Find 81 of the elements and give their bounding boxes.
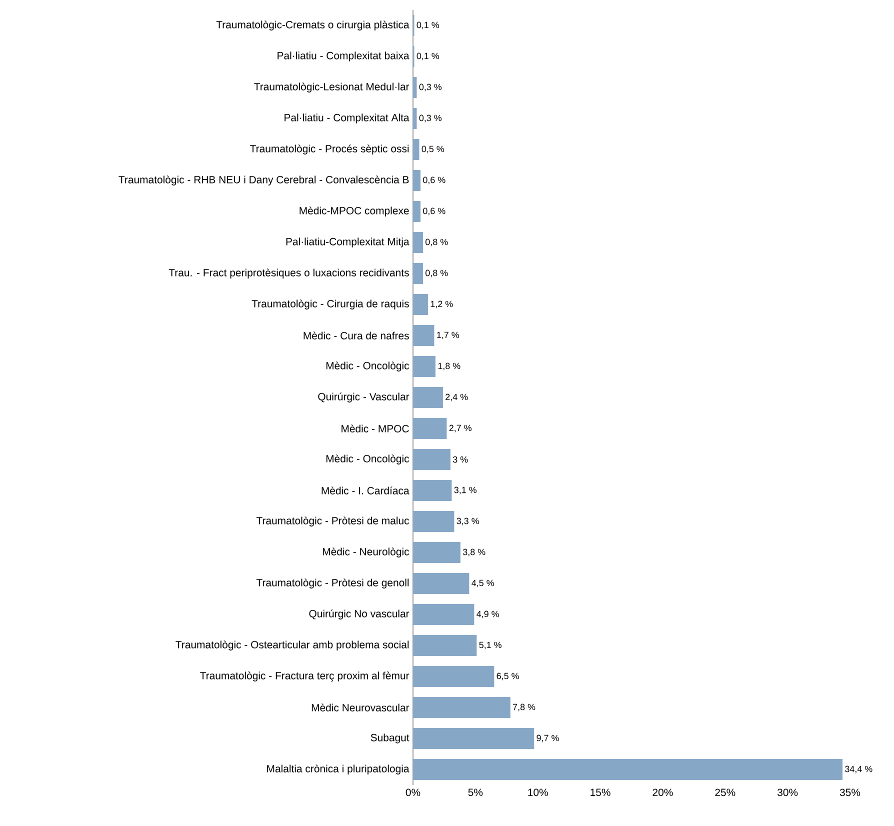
data-label: 9,7 % xyxy=(536,734,559,742)
data-label: 3,8 % xyxy=(462,548,486,556)
bar xyxy=(413,604,474,626)
y-tick-label: Trau. - Fract periprotèsiques o luxacions recidivants xyxy=(168,268,409,278)
x-tick-label: 35% xyxy=(840,788,860,796)
y-tick-label: Traumatològic - RHB NEU i Dany Cerebral - Convalescència B xyxy=(118,176,409,186)
bar xyxy=(413,232,423,254)
data-label: 0,3 % xyxy=(419,84,442,92)
bar xyxy=(413,449,450,470)
y-tick-label: Traumatològic - Pròtesi de maluc xyxy=(256,516,410,526)
bar xyxy=(413,139,420,160)
bar xyxy=(413,294,428,316)
y-tick-label: Quirúrgic - Vascular xyxy=(318,392,410,402)
data-label: 7,8 % xyxy=(513,704,536,712)
data-label: 3,1 % xyxy=(454,486,476,494)
x-tick-label: 5% xyxy=(468,788,483,796)
x-tick-label: 15% xyxy=(590,788,610,796)
bar xyxy=(413,542,460,564)
data-label: 1,2 % xyxy=(430,300,453,308)
y-tick-label: Mèdic - Neurològic xyxy=(322,548,410,558)
y-tick-label: Traumatològic - Ostearticular amb problema social xyxy=(176,640,409,650)
bar xyxy=(413,573,470,594)
y-tick-label: Traumatològic-Cremats o cirurgia plàstica xyxy=(216,20,410,30)
data-label: 0,3 % xyxy=(419,114,442,122)
data-label: 3,3 % xyxy=(456,518,479,526)
data-label: 34,4 % xyxy=(845,766,872,774)
bar xyxy=(413,511,454,532)
x-tick-label: 0% xyxy=(406,788,420,796)
bar xyxy=(413,325,434,346)
y-tick-label: Quirúrgic No vascular xyxy=(309,610,410,620)
bar xyxy=(413,77,417,98)
data-label: 5,1 % xyxy=(479,642,502,650)
data-label: 1,7 % xyxy=(437,332,460,340)
x-tick-label: 10% xyxy=(528,788,548,796)
y-tick-label: Malaltia crònica i pluripatologia xyxy=(267,764,410,774)
data-label: 2,7 % xyxy=(449,424,472,432)
data-label: 0,5 % xyxy=(422,146,444,154)
data-label: 0,6 % xyxy=(423,176,446,184)
bar xyxy=(413,666,494,688)
data-label: 4,9 % xyxy=(476,610,499,618)
y-tick-label: Subagut xyxy=(370,734,410,744)
y-tick-label: Mèdic-MPOC complexe xyxy=(300,206,409,216)
bar xyxy=(413,759,843,780)
y-tick-label: Pal·liatiu-Complexitat Mitja xyxy=(286,238,410,248)
y-tick-label: Traumatològic - Cirurgia de raquis xyxy=(252,300,409,310)
bar xyxy=(413,170,420,192)
bar xyxy=(413,263,423,284)
bar xyxy=(413,201,420,222)
bar xyxy=(413,356,436,378)
data-label: 0,8 % xyxy=(426,270,448,278)
y-tick-label: Mèdic - Oncològic xyxy=(326,454,410,464)
x-tick-label: 20% xyxy=(652,788,673,796)
data-label: 4,5 % xyxy=(472,580,494,588)
data-label: 0,1 % xyxy=(416,22,440,30)
y-tick-label: Mèdic - Cura de nafres xyxy=(304,332,409,340)
x-tick-label: 30% xyxy=(778,788,798,796)
bar xyxy=(413,635,477,656)
y-tick-label: Traumatològic - Fractura terç proxim al fèmur xyxy=(200,672,410,682)
bar xyxy=(413,387,443,408)
y-tick-label: Traumatològic-Lesionat Medul·lar xyxy=(254,82,410,92)
y-tick-label: Pal·liatiu - Complexitat baixa xyxy=(278,52,410,62)
y-tick-label: Mèdic - Oncològic xyxy=(326,362,410,372)
data-label: 0,6 % xyxy=(423,208,446,216)
bar xyxy=(413,108,417,130)
y-tick-label: Mèdic - I. Cardíaca xyxy=(322,486,410,494)
data-label: 0,1 % xyxy=(416,52,440,60)
data-label: 2,4 % xyxy=(446,394,468,402)
y-tick-label: Traumatològic - Pròtesi de genoll xyxy=(256,578,409,588)
data-label: 1,8 % xyxy=(438,362,460,370)
data-label: 0,8 % xyxy=(426,238,448,246)
bar xyxy=(413,697,510,718)
x-tick-label: 25% xyxy=(715,788,736,796)
y-tick-label: Mèdic Neurovascular xyxy=(312,704,410,712)
y-tick-label: Mèdic - MPOC xyxy=(342,424,409,432)
bar xyxy=(413,418,447,440)
data-label: 3 % xyxy=(452,456,468,463)
y-tick-label: Traumatològic - Procés sèptic ossi xyxy=(250,144,409,154)
bar xyxy=(413,480,452,502)
data-label: 6,5 % xyxy=(496,672,519,680)
bar xyxy=(413,728,534,750)
y-tick-label: Pal·liatiu - Complexitat Alta xyxy=(284,114,410,124)
